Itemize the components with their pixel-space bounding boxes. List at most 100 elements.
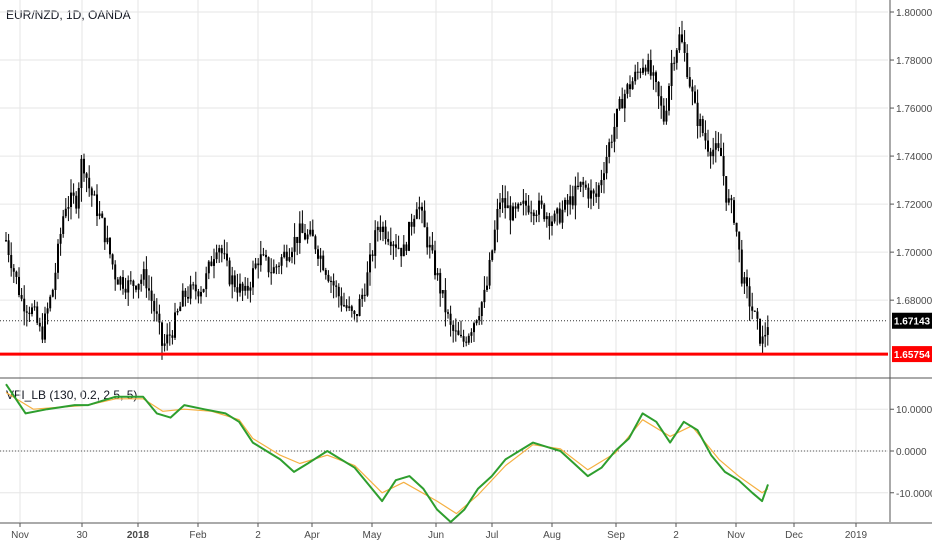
candle-body bbox=[413, 218, 416, 227]
grid bbox=[0, 0, 888, 522]
candle-body bbox=[231, 275, 234, 285]
time-axis-tick-label: 30 bbox=[76, 530, 88, 541]
candle-body bbox=[382, 226, 384, 232]
candle-body bbox=[519, 203, 522, 205]
candle-body bbox=[480, 302, 483, 317]
candle-body bbox=[369, 254, 371, 273]
candle-body bbox=[696, 102, 699, 127]
candle-body bbox=[720, 147, 722, 156]
candle-body bbox=[275, 266, 278, 268]
candle-body bbox=[189, 284, 192, 299]
candle-body bbox=[210, 261, 213, 266]
candle-body bbox=[161, 322, 163, 346]
candle-body bbox=[249, 287, 252, 291]
candle-body bbox=[756, 311, 759, 319]
candle-body bbox=[675, 50, 678, 63]
candle-body bbox=[233, 275, 236, 288]
candle-body bbox=[252, 268, 254, 288]
candle-body bbox=[379, 226, 382, 232]
candle-body bbox=[475, 320, 478, 324]
candle-body bbox=[213, 259, 215, 266]
candle-body bbox=[371, 254, 374, 256]
candle-body bbox=[192, 284, 195, 286]
candle-body bbox=[272, 267, 275, 274]
time-axis-tick-label: 2019 bbox=[845, 530, 868, 541]
candle-body bbox=[483, 289, 486, 303]
chart-title: EUR/NZD, 1D, OANDA bbox=[6, 8, 131, 22]
candle-body bbox=[681, 34, 683, 43]
candle-body bbox=[179, 306, 182, 311]
candle-body bbox=[579, 181, 582, 187]
candle-body bbox=[678, 34, 681, 51]
candle-body bbox=[746, 277, 748, 287]
candle-body bbox=[226, 253, 228, 261]
candle-body bbox=[358, 298, 361, 316]
candle-body bbox=[600, 180, 603, 186]
candle-body bbox=[634, 71, 637, 82]
candle-body bbox=[306, 234, 309, 240]
candle-body bbox=[733, 200, 735, 223]
candle-body bbox=[766, 327, 769, 335]
candle-body bbox=[72, 192, 75, 196]
candle-body bbox=[80, 158, 83, 189]
candle-body bbox=[582, 181, 585, 185]
candle-body bbox=[64, 208, 67, 217]
candle-body bbox=[267, 257, 270, 273]
candle-body bbox=[454, 330, 457, 332]
candle-body bbox=[717, 143, 720, 148]
candle-body bbox=[613, 126, 616, 142]
time-axis-tick-label: 2 bbox=[673, 530, 679, 541]
candle-body bbox=[587, 187, 590, 199]
price-axis-tick-label: 1.70000 bbox=[896, 248, 932, 259]
candle-body bbox=[384, 226, 387, 239]
candle-body bbox=[595, 193, 598, 197]
candle-body bbox=[577, 185, 579, 187]
candle-body bbox=[764, 334, 767, 337]
candle-body bbox=[426, 227, 429, 248]
candle-body bbox=[350, 306, 353, 311]
candle-body bbox=[652, 72, 655, 76]
candle-body bbox=[751, 306, 754, 311]
candle-body bbox=[649, 60, 652, 76]
candle-body bbox=[473, 323, 475, 333]
candle-body bbox=[694, 91, 696, 103]
candle-body bbox=[740, 249, 743, 284]
candle-body bbox=[735, 222, 738, 232]
candle-body bbox=[753, 310, 756, 312]
candle-body bbox=[543, 204, 546, 220]
candle-body bbox=[330, 280, 332, 282]
candle-body bbox=[202, 289, 205, 292]
price-axis-tick-label: 1.76000 bbox=[896, 104, 932, 115]
candle-body bbox=[93, 194, 96, 196]
candle-body bbox=[616, 108, 618, 127]
candle-body bbox=[7, 240, 10, 256]
candle-body bbox=[540, 200, 543, 205]
candle-body bbox=[592, 190, 595, 194]
candle-body bbox=[254, 263, 257, 269]
candle-body bbox=[194, 284, 197, 292]
candle-body bbox=[512, 206, 514, 221]
candle-body bbox=[574, 185, 577, 206]
candle-body bbox=[67, 207, 70, 209]
candle-body bbox=[434, 250, 436, 276]
candle-body bbox=[62, 216, 65, 234]
candle-body bbox=[431, 244, 434, 251]
candle-body bbox=[525, 200, 527, 206]
candle-body bbox=[470, 332, 473, 336]
candle-body bbox=[77, 188, 80, 209]
candle-body bbox=[415, 209, 418, 219]
candle-body bbox=[327, 274, 330, 282]
candle-body bbox=[265, 254, 267, 258]
candle-body bbox=[389, 241, 392, 247]
candle-body bbox=[662, 105, 665, 122]
price-levels bbox=[0, 320, 888, 356]
candle-body bbox=[363, 294, 366, 296]
candle-body bbox=[556, 208, 559, 214]
candle-body bbox=[223, 253, 226, 255]
candle-body bbox=[163, 343, 166, 346]
candle-body bbox=[408, 221, 410, 251]
candle-body bbox=[457, 330, 460, 335]
candle-body bbox=[748, 286, 751, 307]
